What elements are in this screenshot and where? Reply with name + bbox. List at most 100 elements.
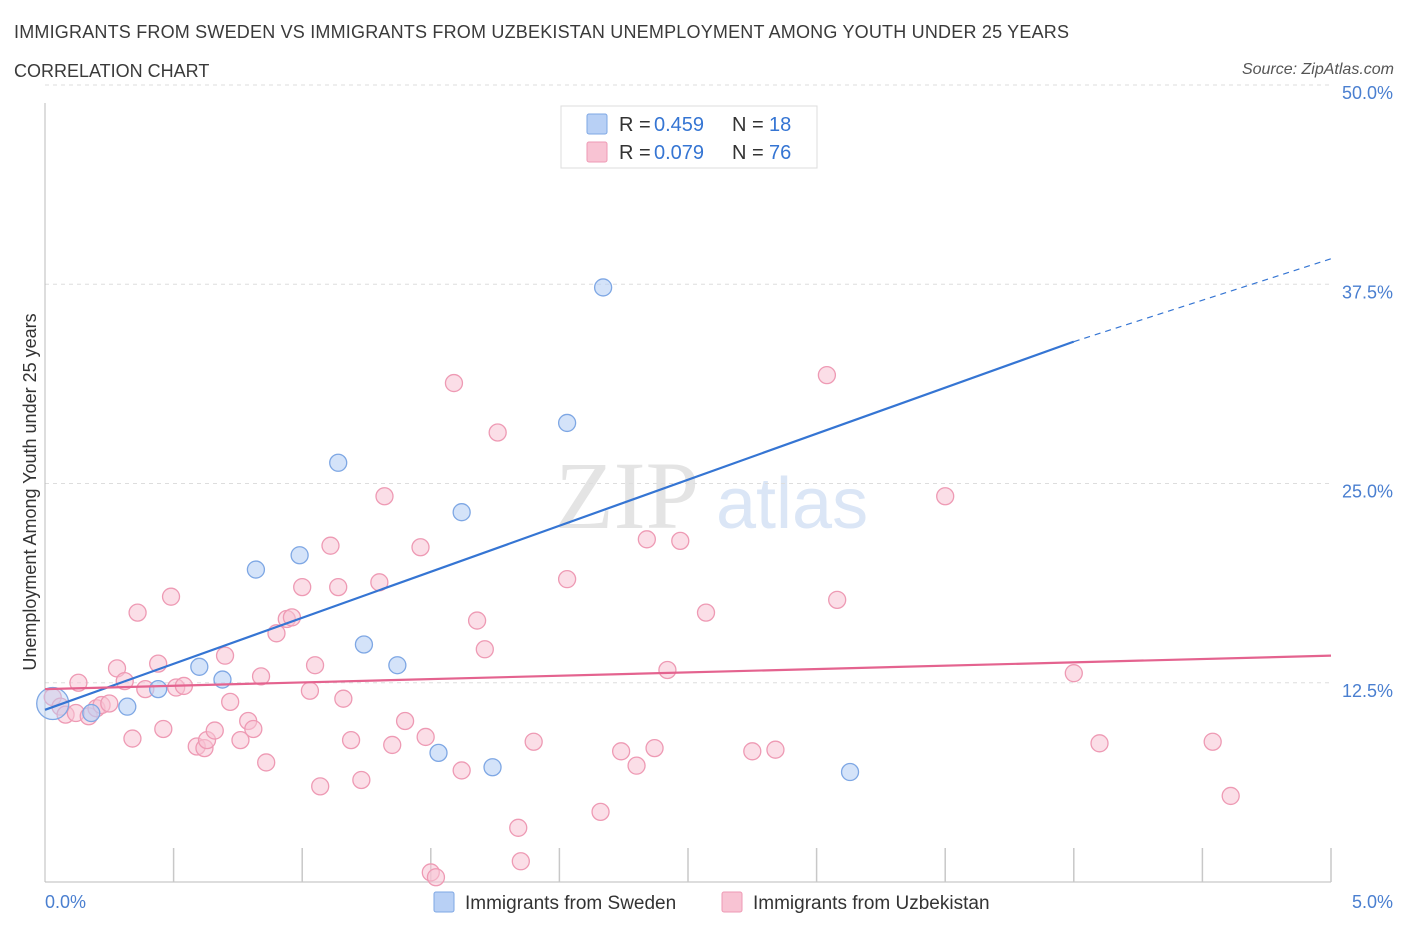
sweden-point bbox=[388, 656, 407, 675]
y-tick-label: 25.0% bbox=[1342, 482, 1393, 502]
sweden-point bbox=[452, 503, 471, 522]
legend-r-value-uzbekistan: 0.079 bbox=[654, 142, 704, 164]
uzbekistan-point bbox=[509, 818, 528, 837]
uzbekistan-point bbox=[251, 667, 271, 686]
uzbekistan-point bbox=[1221, 786, 1240, 806]
chart-subtitle: CORRELATION CHART bbox=[14, 61, 210, 81]
uzbekistan-point bbox=[215, 646, 235, 665]
uzbekistan-point bbox=[352, 770, 371, 790]
uzbekistan-point bbox=[936, 487, 955, 506]
uzbekistan-point bbox=[341, 730, 361, 750]
legend-n-value-sweden: 18 bbox=[769, 114, 791, 136]
y-axis-label: Unemployment Among Youth under 25 years bbox=[20, 313, 40, 670]
x-ticks bbox=[172, 848, 1332, 882]
source-credit: Source: ZipAtlas.com bbox=[1241, 61, 1394, 78]
uzbekistan-point bbox=[293, 577, 312, 597]
sweden-point bbox=[593, 278, 613, 297]
sweden-point bbox=[290, 546, 309, 565]
bottom-legend-label-sweden: Immigrants from Sweden bbox=[465, 893, 676, 914]
uzbekistan-point bbox=[1064, 664, 1083, 683]
legend-r-label-sweden: R = bbox=[619, 114, 651, 136]
uzbekistan-point bbox=[100, 694, 119, 713]
sweden-trendline bbox=[44, 340, 1075, 711]
uzbekistan-point bbox=[645, 738, 664, 758]
uzbekistan-point bbox=[637, 530, 656, 549]
legend-swatch-sweden bbox=[586, 113, 608, 135]
uzbekistan-point bbox=[488, 423, 507, 442]
sweden-point bbox=[190, 657, 209, 676]
chart-title: IMMIGRANTS FROM SWEDEN VS IMMIGRANTS FRO… bbox=[14, 22, 1070, 42]
bottom-legend-swatch-uzbekistan bbox=[721, 891, 743, 913]
sweden-point bbox=[429, 743, 448, 763]
uzbekistan-point bbox=[69, 673, 88, 692]
uzbekistan-point bbox=[311, 777, 330, 796]
uzbekistan-point bbox=[1090, 734, 1109, 753]
uzbekistan-point bbox=[128, 603, 147, 622]
legend-n-value-uzbekistan: 76 bbox=[769, 142, 791, 164]
sweden-point bbox=[840, 762, 860, 782]
bottom-legend: Immigrants from Sweden Immigrants from U… bbox=[433, 891, 990, 914]
bottom-legend-swatch-sweden bbox=[433, 891, 455, 913]
uzbekistan-point bbox=[321, 536, 340, 555]
watermark-zip: ZIP bbox=[555, 442, 699, 549]
uzbekistan-point bbox=[375, 487, 394, 506]
legend-n-label-sweden: N = bbox=[732, 114, 764, 136]
gridlines bbox=[45, 84, 1331, 684]
uzbekistan-points bbox=[43, 365, 1240, 887]
uzbekistan-point bbox=[305, 656, 325, 675]
uzbekistan-point bbox=[817, 365, 837, 385]
y-tick-label: 50.0% bbox=[1342, 83, 1393, 103]
sweden-trendline-projection bbox=[1073, 258, 1332, 343]
sweden-point bbox=[329, 453, 348, 472]
uzbekistan-point bbox=[416, 727, 435, 747]
uzbekistan-point bbox=[611, 742, 631, 761]
uzbekistan-point bbox=[411, 538, 430, 557]
uzbekistan-point bbox=[300, 681, 320, 700]
uzbekistan-point bbox=[467, 611, 487, 630]
y-tick-label: 37.5% bbox=[1342, 282, 1393, 302]
y-tick-labels: 12.5% 25.0% 37.5% 50.0% bbox=[1342, 83, 1393, 701]
uzbekistan-point bbox=[524, 732, 543, 751]
uzbekistan-point bbox=[154, 719, 173, 739]
sweden-point bbox=[149, 679, 168, 699]
sweden-point bbox=[354, 635, 374, 654]
sweden-points bbox=[36, 136, 860, 782]
uzbekistan-point bbox=[671, 531, 690, 551]
uzbekistan-point bbox=[452, 761, 471, 780]
uzbekistan-point bbox=[557, 569, 577, 589]
trendlines bbox=[44, 258, 1332, 711]
sweden-point bbox=[36, 686, 70, 721]
uzbekistan-point bbox=[828, 590, 847, 610]
uzbekistan-point bbox=[231, 730, 250, 750]
legend-r-value-sweden: 0.459 bbox=[654, 114, 704, 136]
uzbekistan-point bbox=[591, 802, 610, 822]
uzbekistan-point bbox=[444, 373, 464, 393]
sweden-point bbox=[82, 703, 101, 723]
uzbekistan-point bbox=[383, 735, 402, 755]
uzbekistan-point bbox=[221, 692, 240, 712]
bottom-legend-label-uzbekistan: Immigrants from Uzbekistan bbox=[753, 893, 990, 914]
watermark-atlas: atlas bbox=[716, 464, 868, 544]
uzbekistan-point bbox=[257, 753, 276, 772]
legend-r-label-uzbekistan: R = bbox=[619, 142, 651, 164]
uzbekistan-point bbox=[244, 719, 263, 739]
uzbekistan-point bbox=[511, 852, 530, 871]
uzbekistan-trendline bbox=[44, 654, 1332, 691]
sweden-point bbox=[483, 758, 502, 777]
y-tick-label: 12.5% bbox=[1342, 681, 1393, 701]
legend-swatch-uzbekistan bbox=[586, 141, 608, 163]
uzbekistan-point bbox=[334, 689, 353, 708]
uzbekistan-point bbox=[161, 587, 181, 606]
sweden-point bbox=[557, 413, 577, 433]
uzbekistan-point bbox=[205, 721, 224, 740]
top-legend: R = 0.459 N = 18 R = 0.079 N = 76 bbox=[560, 105, 818, 169]
uzbekistan-point bbox=[696, 603, 716, 622]
legend-n-label-uzbekistan: N = bbox=[732, 142, 764, 164]
uzbekistan-point bbox=[395, 711, 415, 731]
uzbekistan-point bbox=[426, 868, 446, 887]
uzbekistan-point bbox=[123, 729, 142, 748]
uzbekistan-point bbox=[627, 756, 646, 775]
sweden-point bbox=[118, 697, 137, 716]
uzbekistan-point bbox=[1203, 732, 1222, 751]
